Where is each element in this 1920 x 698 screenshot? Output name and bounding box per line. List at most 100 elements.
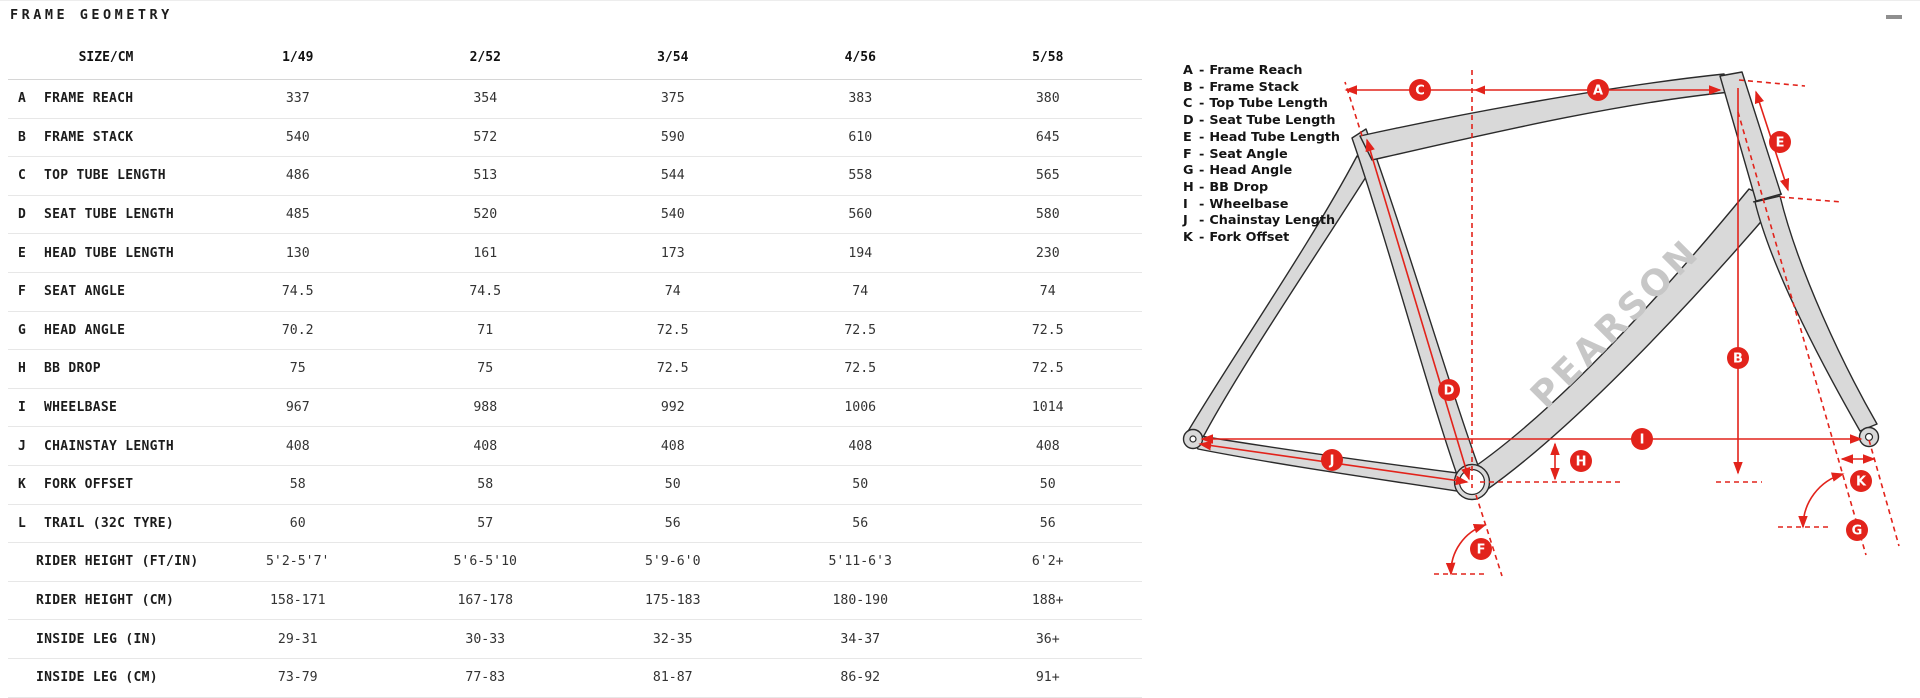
column-header: 5/58	[1032, 50, 1064, 65]
legend-item: D - Seat Tube Length	[1183, 113, 1340, 130]
row-key: L	[18, 515, 26, 531]
cell-value: 71	[477, 322, 494, 338]
cell-value: 408	[1035, 438, 1060, 454]
cell-value: 1006	[844, 400, 877, 416]
row-key: K	[18, 477, 26, 493]
head-angle-arc	[1798, 472, 1845, 529]
cell-value: 590	[660, 129, 685, 145]
fork-crown-seam	[1752, 193, 1783, 203]
cell-value: 173	[660, 245, 685, 261]
column-header: 3/54	[657, 50, 689, 65]
row-label: HEAD ANGLE	[44, 322, 126, 338]
cell-value: 77-83	[465, 670, 506, 686]
cell-value: 72.5	[844, 361, 877, 377]
row-key: F	[18, 284, 26, 300]
legend-label: Seat Angle	[1209, 146, 1288, 162]
svg-text:G: G	[1852, 524, 1863, 539]
row-label: SEAT TUBE LENGTH	[44, 207, 175, 223]
row-label-cell: D SEAT TUBE LENGTH	[8, 207, 204, 222]
legend-key: H	[1183, 179, 1194, 195]
cell-value: 5'9-6'0	[644, 554, 701, 570]
cell-value: 75	[289, 361, 306, 377]
table-row: L TRAIL (32C TYRE) 60 57 56 56 56	[8, 505, 1142, 544]
legend-dash: -	[1199, 179, 1205, 195]
badge-d: D	[1438, 379, 1460, 401]
legend-dash: -	[1199, 129, 1205, 145]
cell-value: 408	[848, 438, 873, 454]
row-label-cell: G HEAD ANGLE	[8, 323, 204, 338]
row-key: G	[18, 322, 26, 338]
row-label-cell: F SEAT ANGLE	[8, 284, 204, 299]
table-row: B FRAME STACK 540 572 590 610 645	[8, 119, 1142, 158]
geometry-table: SIZE/CM 1/49 2/52 3/54 4/56 5/58 A FRAME REACH 3…	[8, 36, 1142, 698]
badge-g: G	[1846, 519, 1868, 541]
badge-j: J	[1321, 449, 1343, 471]
cell-value: 91+	[1035, 670, 1060, 686]
row-label-cell: J CHAINSTAY LENGTH	[8, 439, 204, 454]
table-row: INSIDE LEG (CM) 73-79 77-83 81-87 86-92 91+	[8, 659, 1142, 698]
badge-c: C	[1409, 79, 1431, 101]
row-label: INSIDE LEG (IN)	[36, 631, 158, 647]
cell-value: 520	[473, 207, 498, 223]
cell-value: 485	[285, 207, 310, 223]
cell-value: 1014	[1031, 400, 1064, 416]
row-key: D	[18, 207, 26, 223]
column-header: 1/49	[282, 50, 314, 65]
legend-label: Head Angle	[1209, 163, 1293, 179]
table-row: A FRAME REACH 337 354 375 383 380	[8, 80, 1142, 119]
cell-value: 354	[473, 91, 498, 107]
collapse-minus-icon[interactable]	[1886, 15, 1902, 19]
cell-value: 544	[660, 168, 685, 184]
legend-item: C - Top Tube Length	[1183, 96, 1340, 113]
seat-angle-arc	[1445, 524, 1487, 576]
row-label: RIDER HEIGHT (CM)	[36, 593, 175, 609]
table-row: INSIDE LEG (IN) 29-31 30-33 32-35 34-37 36+	[8, 620, 1142, 659]
table-header-row: SIZE/CM 1/49 2/52 3/54 4/56 5/58	[8, 36, 1142, 80]
row-label-cell: A FRAME REACH	[8, 91, 204, 106]
cell-value: 72.5	[1031, 322, 1064, 338]
legend-dash: -	[1199, 146, 1205, 162]
cell-value: 967	[285, 400, 310, 416]
fork-blade	[1754, 195, 1878, 432]
badge-a: A	[1587, 79, 1609, 101]
svg-text:E: E	[1776, 136, 1785, 151]
legend-key: F	[1183, 146, 1192, 162]
cell-value: 74	[664, 284, 681, 300]
table-row: RIDER HEIGHT (FT/IN) 5'2-5'7' 5'6-5'10 5'9-…	[8, 543, 1142, 582]
cell-value: 58	[477, 477, 494, 493]
cell-value: 161	[473, 245, 498, 261]
cell-value: 36+	[1035, 631, 1060, 647]
legend-item: I - Wheelbase	[1183, 197, 1340, 214]
row-label-cell: RIDER HEIGHT (CM)	[8, 593, 204, 608]
row-key: I	[18, 400, 26, 416]
row-label: BB DROP	[44, 361, 101, 377]
row-label: FRAME STACK	[44, 129, 134, 145]
table-row: J CHAINSTAY LENGTH 408 408 408 408 408	[8, 427, 1142, 466]
legend-label: Wheelbase	[1209, 196, 1289, 212]
cell-value: 558	[848, 168, 873, 184]
cell-value: 57	[477, 515, 494, 531]
row-label-cell: INSIDE LEG (CM)	[8, 670, 204, 685]
cell-value: 32-35	[652, 631, 693, 647]
table-row: K FORK OFFSET 58 58 50 50 50	[8, 466, 1142, 505]
cell-value: 130	[285, 245, 310, 261]
row-label-cell: INSIDE LEG (IN)	[8, 632, 204, 647]
cell-value: 572	[473, 129, 498, 145]
legend-key: G	[1183, 163, 1194, 179]
row-key: J	[18, 438, 26, 454]
cell-value: 74	[852, 284, 869, 300]
cell-value: 70.2	[281, 322, 314, 338]
svg-text:A: A	[1593, 84, 1603, 99]
legend-key: K	[1183, 230, 1193, 246]
table-row: E HEAD TUBE LENGTH 130 161 173 194 230	[8, 234, 1142, 273]
cell-value: 34-37	[840, 631, 881, 647]
cell-value: 560	[848, 207, 873, 223]
cell-value: 5'6-5'10	[453, 554, 518, 570]
row-label-cell: C TOP TUBE LENGTH	[8, 168, 204, 183]
svg-text:F: F	[1477, 543, 1486, 558]
cell-value: 408	[285, 438, 310, 454]
legend-item: H - BB Drop	[1183, 180, 1340, 197]
legend-label: Head Tube Length	[1209, 129, 1341, 145]
brand-logo-text: PEARSON	[1523, 231, 1708, 416]
